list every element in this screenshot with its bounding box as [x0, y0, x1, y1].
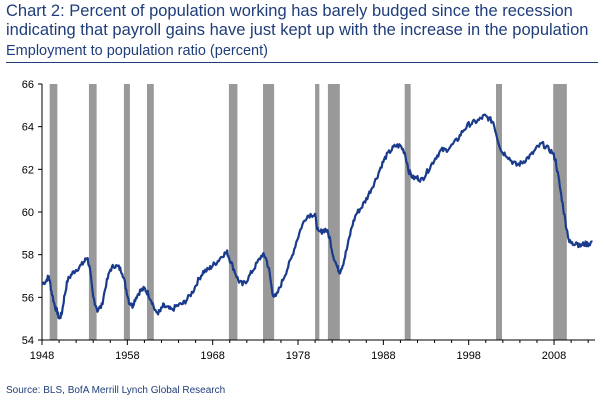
y-tick-label-6: 66 — [22, 79, 34, 91]
chart-subtitle: Employment to population ratio (percent) — [6, 43, 268, 59]
recession-bar-10 — [553, 84, 567, 340]
x-tick-label-1: 1958 — [115, 350, 139, 362]
recession-bar-4 — [228, 84, 238, 340]
recession-bar-3 — [146, 84, 154, 340]
x-tick-label-5: 1998 — [456, 350, 480, 362]
chart-title: Chart 2: Percent of population working h… — [6, 2, 589, 39]
y-tick-label-2: 58 — [22, 250, 34, 262]
recession-bar-0 — [49, 84, 58, 340]
title-divider — [6, 62, 598, 63]
y-tick-label-0: 54 — [22, 335, 34, 347]
recession-bar-2 — [123, 84, 130, 340]
recession-bar-7 — [327, 84, 340, 340]
x-tick-label-2: 1968 — [200, 350, 224, 362]
recession-bar-6 — [315, 84, 320, 340]
x-tick-label-3: 1978 — [286, 350, 310, 362]
y-tick-label-1: 56 — [22, 292, 34, 304]
x-tick-label-6: 2008 — [542, 350, 566, 362]
recession-bar-5 — [263, 84, 275, 340]
y-tick-label-5: 64 — [22, 122, 34, 134]
line-chart: 54 56 58 60 62 64 66 1948 1958 1968 1978 1988 1998 20… — [22, 79, 595, 362]
recession-bar-1 — [88, 84, 97, 340]
y-tick-label-4: 62 — [22, 164, 34, 176]
series-line-employment-ratio — [41, 113, 593, 320]
x-tick-label-4: 1988 — [371, 350, 395, 362]
y-tick-label-3: 60 — [22, 207, 34, 219]
x-tick-label-0: 1948 — [30, 350, 54, 362]
source-note: Source: BLS, BofA Merrill Lynch Global R… — [6, 385, 226, 396]
recession-bar-8 — [404, 84, 411, 340]
recession-bar-9 — [496, 84, 502, 340]
